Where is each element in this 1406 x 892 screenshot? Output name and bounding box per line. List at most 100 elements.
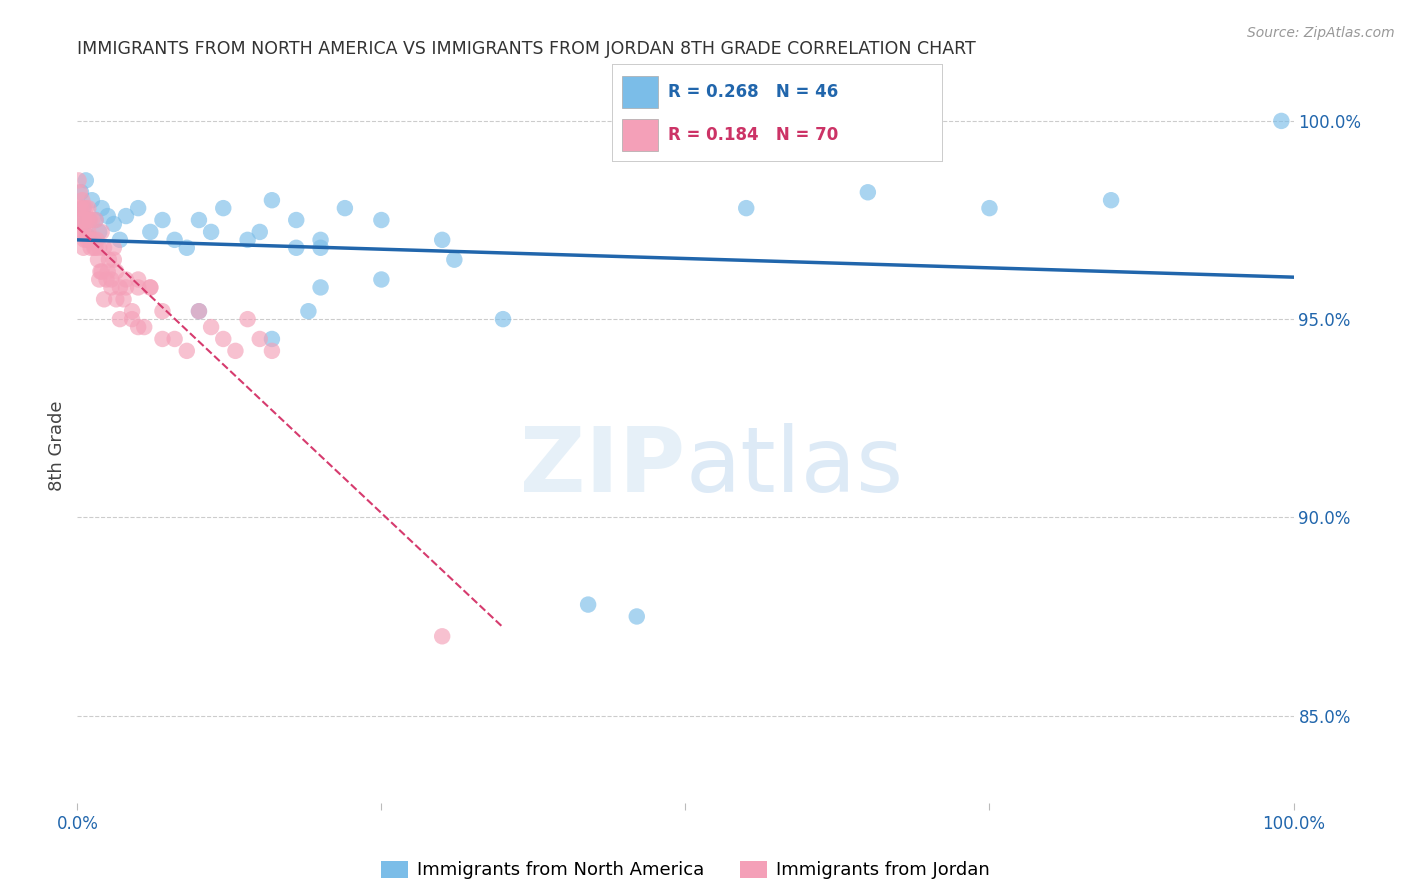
Point	[75, 173, 97, 187]
Point	[72, 201, 94, 215]
Point	[84, 213, 107, 227]
Text: R = 0.184   N = 70: R = 0.184 N = 70	[668, 126, 838, 144]
Point	[72, 225, 94, 239]
Point	[76, 228, 98, 243]
Point	[108, 280, 131, 294]
Point	[108, 312, 131, 326]
Point	[152, 332, 174, 346]
Point	[100, 272, 122, 286]
Point	[249, 225, 271, 239]
Point	[70, 186, 93, 200]
Point	[103, 217, 125, 231]
Point	[127, 201, 149, 215]
Point	[212, 201, 235, 215]
Legend: Immigrants from North America, Immigrants from Jordan: Immigrants from North America, Immigrant…	[374, 854, 997, 887]
Point	[108, 233, 131, 247]
Point	[176, 343, 198, 358]
Point	[115, 209, 138, 223]
Point	[84, 241, 107, 255]
Point	[200, 320, 222, 334]
Point	[67, 173, 90, 187]
Point	[82, 233, 104, 247]
Point	[96, 272, 118, 286]
Point	[73, 213, 96, 227]
Point	[72, 201, 94, 215]
Point	[76, 213, 98, 227]
Point	[370, 213, 392, 227]
Point	[492, 312, 515, 326]
Point	[105, 293, 128, 307]
Point	[67, 213, 90, 227]
Text: IMMIGRANTS FROM NORTH AMERICA VS IMMIGRANTS FROM JORDAN 8TH GRADE CORRELATION CH: IMMIGRANTS FROM NORTH AMERICA VS IMMIGRA…	[77, 40, 976, 58]
Point	[79, 213, 101, 227]
Point	[112, 293, 135, 307]
Point	[83, 241, 105, 255]
Point	[1099, 193, 1122, 207]
Point	[79, 213, 101, 227]
Point	[89, 225, 111, 239]
Point	[93, 293, 115, 307]
Point	[115, 272, 138, 286]
Point	[188, 304, 211, 318]
Point	[856, 186, 879, 200]
Point	[103, 252, 125, 267]
Point	[176, 241, 198, 255]
Point	[121, 312, 143, 326]
Point	[443, 252, 465, 267]
Point	[260, 332, 283, 346]
Point	[260, 193, 283, 207]
Point	[309, 241, 332, 255]
Point	[97, 209, 120, 223]
Point	[249, 332, 271, 346]
Point	[77, 225, 100, 239]
Point	[309, 280, 332, 294]
Point	[139, 225, 162, 239]
Point	[200, 225, 222, 239]
Point	[152, 304, 174, 318]
Bar	[621, 76, 658, 108]
Point	[127, 280, 149, 294]
Point	[432, 629, 454, 643]
Point	[67, 201, 90, 215]
Point	[84, 213, 107, 227]
Point	[89, 272, 111, 286]
Point	[188, 304, 211, 318]
Point	[121, 304, 143, 318]
Point	[73, 233, 96, 247]
Y-axis label: 8th Grade: 8th Grade	[48, 401, 66, 491]
Point	[86, 233, 108, 247]
Point	[93, 241, 115, 255]
Point	[70, 225, 93, 239]
Point	[89, 241, 111, 255]
Text: atlas: atlas	[686, 424, 904, 511]
Point	[69, 186, 91, 200]
Point	[139, 280, 162, 294]
Point	[80, 193, 103, 207]
Point	[69, 213, 91, 227]
Point	[309, 233, 332, 247]
Point	[70, 193, 93, 207]
Point	[285, 213, 308, 227]
Text: Source: ZipAtlas.com: Source: ZipAtlas.com	[1247, 26, 1395, 40]
Point	[103, 241, 125, 255]
Point	[163, 332, 186, 346]
Point	[432, 233, 454, 247]
Point	[89, 264, 111, 278]
Point	[76, 233, 98, 247]
Point	[236, 312, 259, 326]
Point	[70, 201, 93, 215]
Point	[90, 201, 112, 215]
Point	[70, 213, 93, 227]
Point	[75, 225, 97, 239]
Point	[297, 304, 319, 318]
Point	[127, 272, 149, 286]
Point	[626, 609, 648, 624]
Point	[212, 332, 235, 346]
Point	[979, 201, 1001, 215]
Point	[79, 233, 101, 247]
Point	[127, 320, 149, 334]
Text: R = 0.268   N = 46: R = 0.268 N = 46	[668, 83, 838, 101]
Point	[1270, 114, 1292, 128]
Point	[735, 201, 758, 215]
Point	[333, 201, 356, 215]
